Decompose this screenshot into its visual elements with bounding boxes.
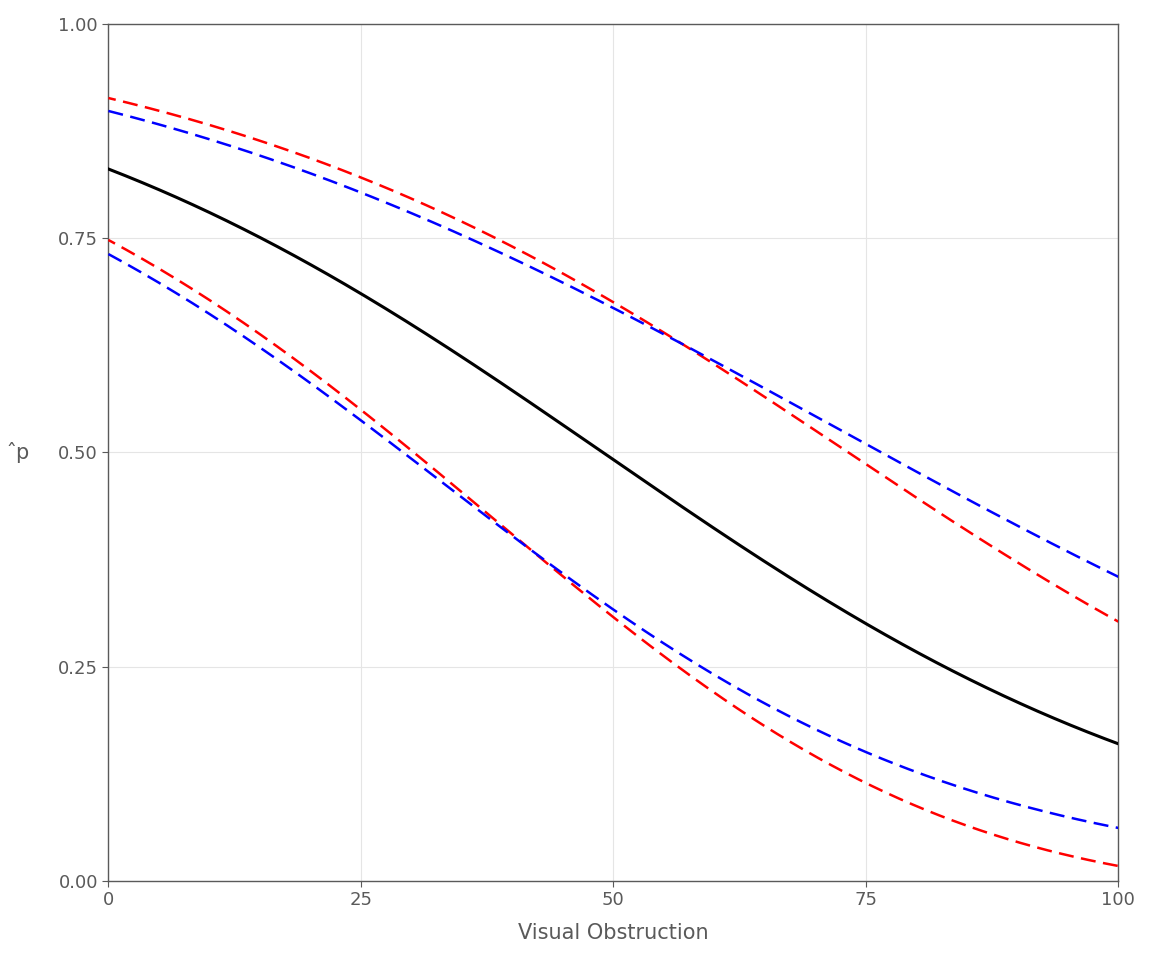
Y-axis label: ̂p: ̂p <box>16 442 30 463</box>
X-axis label: Visual Obstruction: Visual Obstruction <box>518 924 708 944</box>
